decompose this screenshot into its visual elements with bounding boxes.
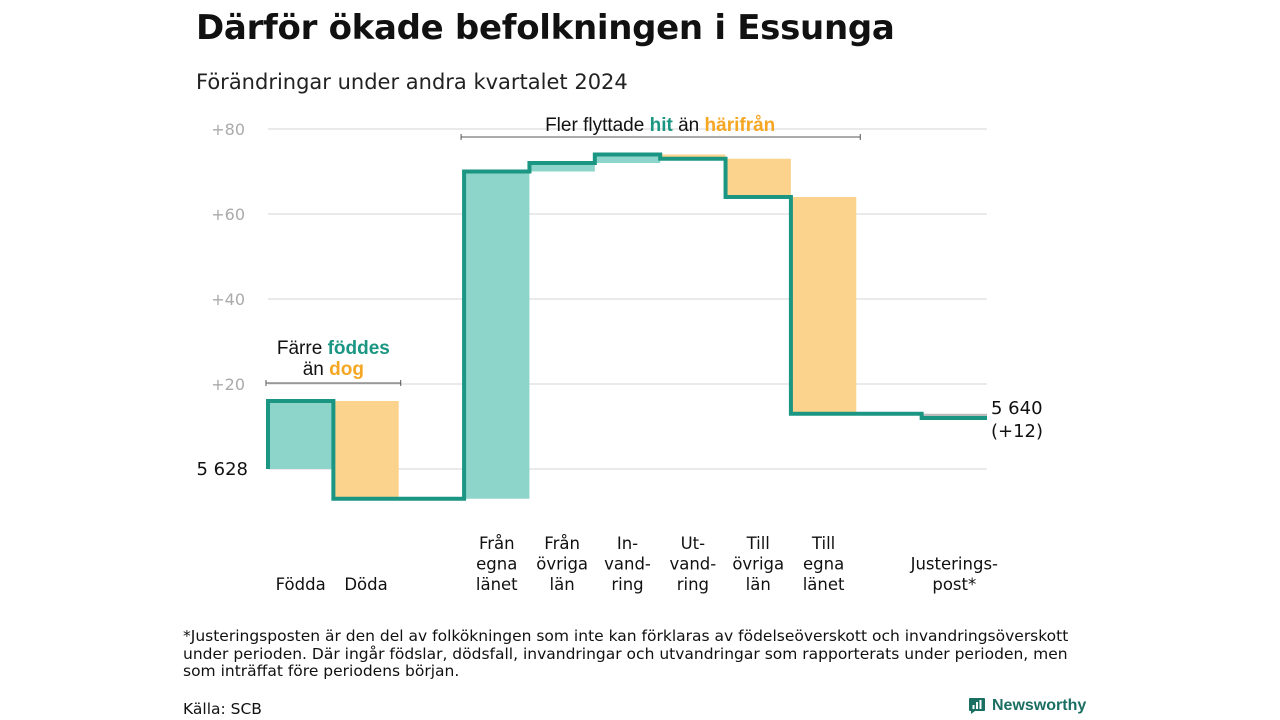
newsworthy-logo-icon [969, 698, 985, 714]
births-annotation-line1: Färre föddes [277, 338, 390, 359]
x-category-label: ring [677, 575, 709, 594]
x-category-label: Födda [276, 575, 326, 594]
step-line-group: 5 628 5 640(+12) [196, 152, 1043, 501]
x-category-label: Till [811, 534, 835, 553]
footnote: *Justeringsposten är den del av folkökni… [183, 627, 1069, 680]
brand-name: Newsworthy [992, 697, 1087, 714]
start-value-label: 5 628 [196, 459, 248, 480]
x-category-label: egna [803, 555, 844, 574]
x-category-label: övriga [536, 555, 588, 574]
x-category-label: egna [476, 555, 517, 574]
annotation-text: Fler flyttade [545, 115, 650, 136]
end-value-label: 5 640 [991, 398, 1043, 419]
x-category-label: vand- [604, 555, 651, 574]
annotation-text: än [303, 359, 329, 380]
annotation-text: än [673, 115, 705, 136]
waterfall-chart: +80 +60 +40 +20 5 628 5 640(+12) Födda Döda Fr… [196, 115, 1043, 594]
x-category-label: Justerings- [910, 555, 998, 574]
y-tick-label: +80 [211, 120, 245, 139]
x-category-label: Ut- [681, 534, 706, 553]
annotation-highlight-increase: hit [650, 115, 674, 136]
waterfall-bar [921, 413, 987, 418]
x-category-label: övriga [732, 555, 784, 574]
brand-logo: Newsworthy [968, 697, 1086, 715]
x-category-label: länet [476, 575, 518, 594]
bars [268, 154, 987, 499]
x-category-label: In- [617, 534, 638, 553]
chart-subtitle: Förändringar under andra kvartalet 2024 [196, 70, 628, 94]
y-tick-label: +20 [211, 375, 245, 394]
source-label: Källa: SCB [183, 700, 262, 718]
x-category-label: län [746, 575, 771, 594]
x-category-label: Från [479, 534, 515, 553]
chart-title: Därför ökade befolkningen i Essunga [196, 8, 895, 48]
x-category-label: Döda [344, 575, 387, 594]
gridlines: +80 +60 +40 +20 [211, 120, 987, 470]
waterfall-bar [268, 401, 334, 469]
waterfall-bar [464, 171, 530, 499]
x-category-label: vand- [669, 555, 716, 574]
waterfall-bar [725, 158, 791, 197]
annotation-highlight-increase: föddes [328, 338, 390, 359]
y-tick-label: +40 [211, 290, 245, 309]
x-category-label: post* [932, 575, 976, 594]
end-change-label: (+12) [991, 421, 1043, 442]
annotation-highlight-decrease: dog [329, 359, 364, 380]
x-category-label: län [550, 575, 575, 594]
x-category-label: ring [611, 575, 643, 594]
annotation-text: Färre [277, 338, 328, 359]
waterfall-bar [333, 401, 399, 499]
waterfall-bar [594, 154, 661, 163]
waterfall-bar [660, 154, 726, 159]
step-line [266, 152, 987, 501]
x-category-label: Från [544, 534, 580, 553]
births-annotation-line2: än dog [303, 359, 364, 380]
y-tick-label: +60 [211, 205, 245, 224]
x-category-label: länet [803, 575, 845, 594]
annotation-highlight-decrease: härifrån [705, 115, 776, 136]
waterfall-bar [529, 163, 595, 172]
category-labels: Födda DödaFrånegnalänetFrånövrigalänIn-va… [276, 534, 998, 594]
migration-annotation-text: Fler flyttade hit än härifrån [545, 115, 775, 136]
x-category-label: Till [746, 534, 770, 553]
waterfall-bar [790, 197, 857, 414]
